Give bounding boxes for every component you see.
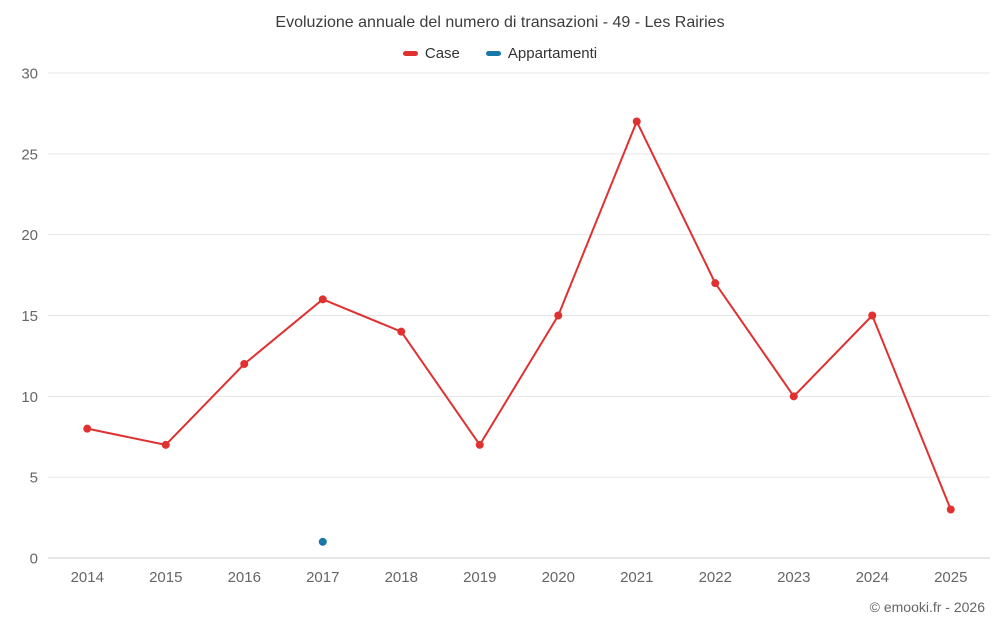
data-point-case-2023 [789, 392, 798, 401]
y-tick-label: 10 [21, 389, 38, 406]
data-point-case-2025 [946, 505, 955, 514]
data-point-case-2022 [711, 279, 720, 288]
legend-item-case[interactable]: Case [402, 45, 460, 62]
y-tick-label: 0 [30, 551, 38, 568]
y-tick-label: 5 [30, 470, 38, 487]
data-point-case-2024 [868, 311, 877, 320]
data-point-appartamenti-2017 [318, 537, 327, 546]
x-tick-label: 2018 [385, 569, 418, 586]
x-tick-label: 2021 [620, 569, 653, 586]
x-tick-label: 2024 [856, 569, 889, 586]
y-tick-label: 20 [21, 227, 38, 244]
legend: Case Appartamenti [0, 45, 1000, 62]
data-point-case-2014 [83, 424, 92, 433]
x-tick-label: 2015 [149, 569, 182, 586]
y-tick-label: 30 [21, 66, 38, 83]
x-tick-label: 2020 [542, 569, 575, 586]
x-tick-label: 2016 [228, 569, 261, 586]
x-tick-label: 2025 [934, 569, 967, 586]
data-point-case-2017 [318, 295, 327, 304]
data-point-case-2015 [161, 440, 170, 449]
legend-label-appartamenti: Appartamenti [507, 45, 598, 62]
legend-marker-appartamenti-icon [485, 51, 501, 56]
legend-item-appartamenti[interactable]: Appartamenti [485, 45, 598, 62]
data-point-case-2018 [397, 327, 406, 336]
x-tick-label: 2023 [777, 569, 810, 586]
y-tick-label: 15 [21, 308, 38, 325]
x-tick-label: 2022 [699, 569, 732, 586]
x-tick-label: 2014 [71, 569, 104, 586]
y-tick-label: 25 [21, 146, 38, 163]
data-point-case-2021 [632, 117, 641, 126]
x-tick-label: 2019 [463, 569, 496, 586]
chart-footer-credit: © emooki.fr - 2026 [869, 599, 985, 615]
series-line-case [87, 120, 952, 510]
x-tick-label: 2017 [306, 569, 339, 586]
legend-label-case: Case [424, 45, 460, 62]
legend-marker-case-icon [402, 51, 418, 56]
data-point-case-2016 [240, 360, 249, 368]
data-point-case-2019 [475, 440, 484, 449]
data-point-case-2020 [554, 311, 563, 320]
chart-title: Evoluzione annuale del numero di transaz… [275, 14, 725, 31]
